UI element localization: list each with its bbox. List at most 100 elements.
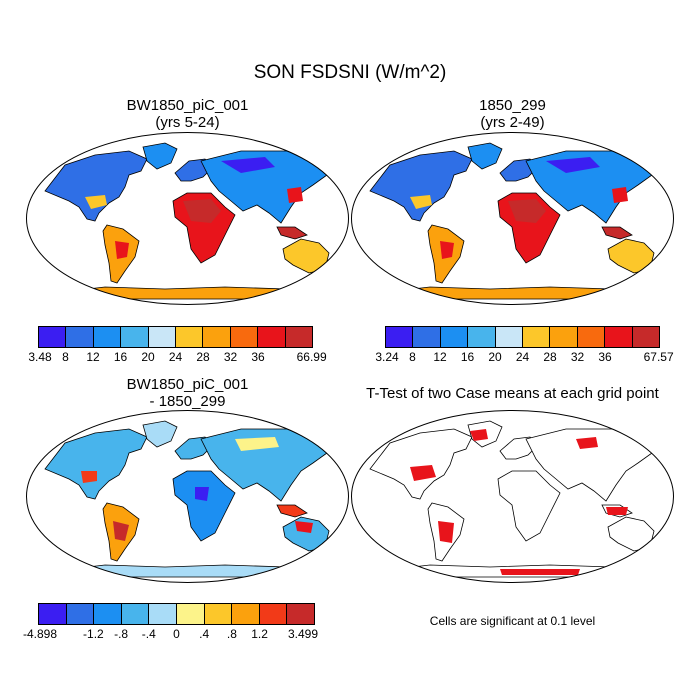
colorbar-tick-label: 28 xyxy=(196,350,210,364)
colorbar-test-case xyxy=(385,326,660,348)
colorbar-tick-label: -4.898 xyxy=(22,627,58,641)
colorbar-tick-label: 0 xyxy=(173,627,180,641)
landmass-indonesia xyxy=(276,504,308,518)
colorbar-tick-label: 24 xyxy=(168,350,183,364)
amazon-hotspot xyxy=(440,241,454,259)
landmass-north-america xyxy=(369,150,473,222)
panel-title-top-left: BW1850_piC_001 (yrs 5-24) xyxy=(25,97,350,131)
landmass-north-america xyxy=(44,150,148,222)
colorbar-swatch xyxy=(495,327,524,347)
colorbar-swatch xyxy=(605,327,633,347)
landmass-africa xyxy=(172,470,236,542)
landmass-africa xyxy=(497,470,561,542)
colorbar-tick-label: 1.2 xyxy=(251,627,268,641)
colorbar-swatch xyxy=(259,604,288,624)
sig-asia-north xyxy=(576,437,598,449)
colorbar-swatch xyxy=(232,604,260,624)
map-test-case xyxy=(351,132,674,305)
colorbar-tick-label: .8 xyxy=(226,627,237,641)
colorbar-swatch xyxy=(413,327,441,347)
figure-title: SON FSDSNI (W/m^2) xyxy=(253,62,447,83)
colorbar-tick-label: 8 xyxy=(62,350,69,364)
landmass-greenland xyxy=(467,142,503,170)
colorbar-swatch xyxy=(440,327,469,347)
panel-title: T-Test of two Case means at each grid po… xyxy=(366,385,659,402)
colorbar-tick-label: .4 xyxy=(199,627,210,641)
colorbar-swatch xyxy=(93,327,122,347)
colorbar-tick-label: 32 xyxy=(570,350,585,364)
sig-greenland xyxy=(470,429,488,441)
colorbar-tick-label: 24 xyxy=(515,350,530,364)
landmass-north-america xyxy=(44,428,148,500)
sig-north-america xyxy=(410,465,436,481)
landmass-indonesia xyxy=(601,226,633,240)
sahara-hotspot xyxy=(508,199,546,223)
landmass-australia xyxy=(282,516,330,552)
north-america-warm-band xyxy=(85,195,107,209)
siberia-cold-region xyxy=(221,157,275,173)
map-boundary xyxy=(26,410,349,583)
africa-negative-anomaly xyxy=(195,487,209,501)
colorbar-tick-label: 3.24 xyxy=(375,350,399,364)
colorbar-swatch xyxy=(121,327,149,347)
map-difference xyxy=(26,410,349,583)
colorbar-tick-label: 32 xyxy=(223,350,238,364)
colorbar-swatch xyxy=(66,327,94,347)
colorbar-swatch xyxy=(386,327,414,347)
sig-indonesia xyxy=(606,507,628,515)
landmass-greenland xyxy=(142,142,178,170)
colorbar-tick-label: 66.99 xyxy=(296,350,327,364)
asia-hotspot xyxy=(287,187,303,203)
colorbar-swatch xyxy=(149,604,177,624)
landmass-australia xyxy=(607,238,655,274)
colorbar-tick-label: 8 xyxy=(409,350,416,364)
colorbar-control-case xyxy=(38,326,313,348)
colorbar-tick-label: -1.2 xyxy=(83,627,104,641)
north-america-positive-anomaly xyxy=(81,471,97,483)
colorbar-swatch xyxy=(204,604,233,624)
landmass-indonesia xyxy=(276,226,308,240)
colorbar-tick-label: 20 xyxy=(141,350,155,364)
panel-subtitle: (yrs 2-49) xyxy=(480,114,545,131)
colorbar-tick-label: 16 xyxy=(113,350,128,364)
colorbar-swatch xyxy=(176,604,205,624)
colorbar-swatch xyxy=(176,327,204,347)
colorbar-tick-label: 28 xyxy=(543,350,557,364)
map-ttest-significance xyxy=(351,410,674,583)
north-america-warm-band xyxy=(410,195,432,209)
amazon-hotspot xyxy=(115,241,129,259)
asia-near-zero-band xyxy=(235,437,279,451)
map-boundary xyxy=(26,132,349,305)
colorbar-swatch xyxy=(66,604,95,624)
colorbar-tick-label: 20 xyxy=(488,350,502,364)
panel-subtitle: - 1850_299 xyxy=(149,393,226,410)
colorbar-swatch xyxy=(121,604,150,624)
colorbar-tick-label: 16 xyxy=(460,350,475,364)
colorbar-swatch xyxy=(523,327,551,347)
map-control-case xyxy=(26,132,349,305)
panel-title-bottom-left: BW1850_piC_001 - 1850_299 xyxy=(25,376,350,410)
panel-title-bottom-right: T-Test of two Case means at each grid po… xyxy=(350,385,675,402)
colorbar-tick-label: 12 xyxy=(86,350,100,364)
colorbar-swatch xyxy=(148,327,177,347)
map-boundary xyxy=(351,410,674,583)
amazon-positive-anomaly xyxy=(113,521,129,541)
panel-title: 1850_299 xyxy=(479,97,546,114)
colorbar-swatch xyxy=(287,604,314,624)
colorbar-tick-label: 3.48 xyxy=(28,350,52,364)
colorbar-swatch xyxy=(39,604,67,624)
colorbar-tick-label: -.8 xyxy=(114,627,129,641)
significance-footnote: Cells are significant at 0.1 level xyxy=(429,614,596,628)
colorbar-tick-label: 36 xyxy=(598,350,612,364)
siberia-cold-region xyxy=(546,157,600,173)
landmass-australia xyxy=(282,238,330,274)
landmass-greenland xyxy=(142,420,178,448)
sig-antarctica xyxy=(500,569,580,575)
landmass-north-america xyxy=(369,428,473,500)
panel-title: BW1850_piC_001 xyxy=(126,97,249,114)
colorbar-tick-label: -.4 xyxy=(141,627,156,641)
colorbar-swatch xyxy=(285,327,313,347)
colorbar-tick-label: 67.57 xyxy=(643,350,674,364)
panel-title-top-right: 1850_299 (yrs 2-49) xyxy=(350,97,675,131)
colorbar-swatch xyxy=(230,327,259,347)
